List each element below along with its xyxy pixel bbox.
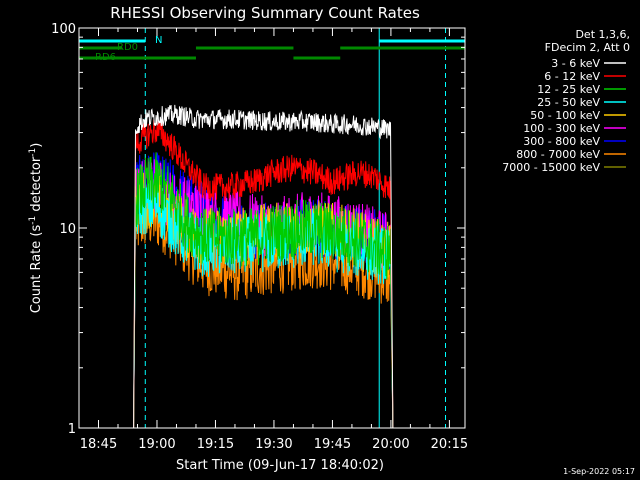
legend-label-0: 3 - 6 keV: [551, 57, 600, 70]
legend-label-7: 800 - 7000 keV: [516, 148, 600, 161]
y-label-part2: detector: [29, 156, 44, 216]
flag-label-n: N: [155, 35, 162, 46]
x-axis-label: Start Time (09-Jun-17 18:40:02): [176, 458, 384, 473]
x-tick-label-0: 18:45: [80, 437, 117, 452]
legend-header-line1: Det 1,3,6,: [575, 28, 630, 41]
x-tick-label-1: 19:00: [138, 437, 175, 452]
y-label-part1: Count Rate (s: [29, 225, 44, 314]
flag-label-rd6: RD6: [95, 52, 116, 63]
y-tick-label-2: 100: [51, 22, 76, 37]
legend-label-2: 12 - 25 keV: [537, 83, 600, 96]
chart-title: RHESSI Observing Summary Count Rates: [110, 4, 420, 22]
legend-label-1: 6 - 12 keV: [544, 70, 600, 83]
y-tick-label-1: 10: [59, 222, 76, 237]
y-label-sup1: -1: [28, 216, 38, 225]
legend-label-3: 25 - 50 keV: [537, 96, 600, 109]
x-tick-label-3: 19:30: [255, 437, 292, 452]
y-label-part3: ): [29, 143, 44, 148]
x-tick-label-2: 19:15: [197, 437, 234, 452]
footer-timestamp: 1-Sep-2022 05:17: [563, 467, 635, 476]
y-label-sup2: -1: [28, 148, 38, 157]
legend-label-4: 50 - 100 keV: [530, 109, 600, 122]
x-axis-ticks: 18:45 19:00 19:15 19:30 19:45 20:00 20:15: [78, 28, 468, 452]
legend-label-6: 300 - 800 keV: [523, 135, 600, 148]
y-axis-label: Count Rate (s-1 detector-1): [28, 143, 44, 314]
flag-label-rd0: RD0: [117, 42, 138, 53]
y-tick-label-0: 1: [68, 422, 76, 437]
x-tick-label-6: 20:15: [431, 437, 468, 452]
legend-header-line2: FDecim 2, Att 0: [545, 41, 630, 54]
y-axis-ticks: 1 10 100: [51, 22, 465, 437]
x-tick-label-4: 19:45: [314, 437, 351, 452]
series-line-0: [133, 104, 394, 429]
legend-label-8: 7000 - 15000 keV: [502, 161, 600, 174]
series-line-2: [133, 152, 394, 429]
legend-label-5: 100 - 300 keV: [523, 122, 600, 135]
x-tick-label-5: 20:00: [372, 437, 409, 452]
series-line-1: [133, 119, 394, 429]
